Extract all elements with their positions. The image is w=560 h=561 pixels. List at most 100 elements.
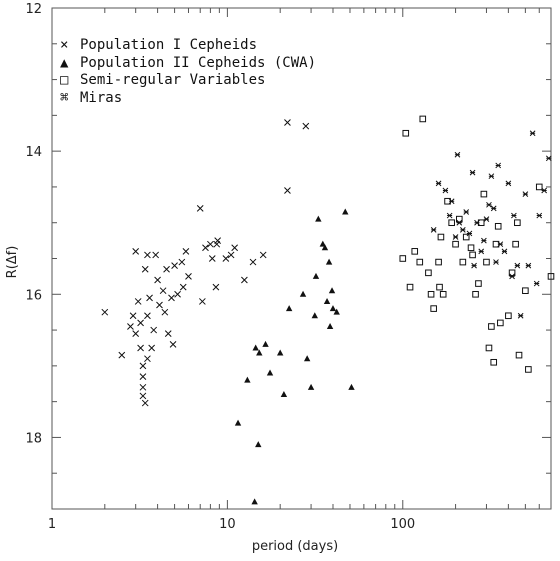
mira-point [435, 180, 442, 187]
pop1-cepheid-point [169, 341, 177, 348]
semiregular-point [505, 312, 512, 320]
pop2-cepheid-point [255, 441, 262, 448]
mira-point [471, 262, 477, 269]
pop1-cepheid-point [241, 276, 248, 284]
pop2-cepheid-point [312, 272, 320, 279]
pop2-cepheid-point [326, 322, 334, 329]
mira-point [466, 230, 473, 237]
semiregular-point [485, 344, 493, 352]
legend-symbol-pop1: × [60, 37, 68, 53]
mira-point [493, 259, 499, 265]
pop1-cepheid-point [118, 351, 126, 359]
pop1-cepheid-point [144, 251, 151, 259]
pop1-cepheid-point [214, 237, 222, 244]
mira-point [469, 169, 476, 176]
legend: × Population I Cepheids ▲ Population II … [60, 37, 316, 106]
axis-ticks [51, 7, 552, 510]
semiregular-point [455, 215, 463, 223]
legend-label-pop1: Population I Cepheids [80, 37, 257, 53]
x-tick-label: 1 [48, 517, 56, 532]
semiregular-point [483, 258, 490, 266]
pop1-cepheid-point [132, 330, 140, 338]
semiregular-point [515, 351, 523, 359]
pop1-cepheid-point [144, 312, 151, 320]
pop2-cepheid-point [342, 208, 349, 215]
legend-symbol-miras: ⌘ [60, 90, 68, 106]
semiregular-point [525, 366, 532, 373]
pop2-cepheid-point [311, 312, 318, 319]
mira-point [529, 130, 536, 137]
semiregular-point [497, 319, 504, 327]
semiregular-point [402, 129, 410, 137]
mira-point [495, 162, 502, 169]
pop2-cepheid-point [321, 244, 329, 251]
mira-point [541, 187, 548, 194]
pop2-cepheid-point [266, 369, 274, 376]
mira-point [483, 216, 490, 222]
pop1-cepheid-point [199, 298, 206, 305]
pop1-cepheid-point [146, 294, 153, 302]
y-tick-label: 14 [25, 145, 42, 160]
pop2-cepheid-point [307, 383, 315, 390]
mira-point [481, 237, 487, 244]
semiregular-point [430, 305, 437, 312]
pop2-cepheid-point [234, 419, 242, 426]
pop1-cepheid-point [137, 319, 144, 327]
data-marks [101, 115, 555, 505]
semiregular-point [411, 248, 419, 255]
pop1-cepheid-point [174, 290, 181, 298]
mira-point [517, 312, 524, 319]
pop1-cepheid-point [159, 287, 167, 295]
semiregular-point [488, 323, 495, 330]
mira-point [545, 155, 552, 162]
semiregular-point [419, 115, 427, 123]
mira-point [430, 227, 437, 233]
pop1-cepheid-point [154, 276, 161, 284]
pop1-cepheid-point [156, 301, 163, 309]
pop2-cepheid-point [276, 349, 284, 356]
semiregular-point [435, 258, 442, 266]
pop1-cepheid-point [152, 251, 160, 259]
pop1-cepheid-point [164, 330, 172, 338]
semiregular-point [469, 251, 476, 259]
pop2-cepheid-point [251, 498, 258, 505]
mira-point [448, 198, 455, 205]
semiregular-point [494, 222, 502, 230]
mira-point [474, 219, 480, 226]
x-tick-label: 100 [390, 517, 415, 532]
pop1-cepheid-point [202, 244, 209, 252]
semiregular-point [535, 183, 543, 191]
mira-point [514, 262, 521, 269]
mira-point [456, 219, 463, 226]
semiregular-point [459, 258, 467, 266]
pop1-cepheid-point [178, 258, 186, 266]
legend-label-miras: Miras [80, 90, 122, 106]
mira-point [525, 262, 532, 269]
pop1-cepheid-point [139, 373, 147, 380]
pop1-cepheid-point [144, 355, 151, 363]
pop2-cepheid-point [329, 305, 337, 312]
pop1-cepheid-point [139, 392, 147, 400]
semiregular-point [472, 290, 479, 298]
pop2-cepheid-point [252, 344, 259, 351]
pop2-cepheid-point [303, 355, 311, 362]
legend-label-srv: Semi-regular Variables [80, 72, 265, 88]
semiregular-point [399, 255, 407, 262]
mira-point [511, 212, 517, 219]
pop2-cepheid-point [256, 349, 263, 356]
pop2-cepheid-point [325, 258, 333, 265]
y-axis-label: R(Δf) [5, 246, 20, 279]
pop1-cepheid-point [182, 247, 190, 255]
pop1-cepheid-point [171, 262, 178, 270]
semiregular-point [437, 233, 445, 241]
mira-point [522, 191, 529, 197]
y-tick-label: 18 [25, 431, 42, 446]
mira-point [463, 209, 470, 215]
semiregular-point [452, 240, 459, 248]
pop1-cepheid-point [185, 273, 192, 280]
pop2-cepheid-point [280, 390, 288, 397]
mira-point [509, 273, 515, 280]
mira-point [490, 205, 497, 212]
pop2-cepheid-point [285, 305, 293, 312]
